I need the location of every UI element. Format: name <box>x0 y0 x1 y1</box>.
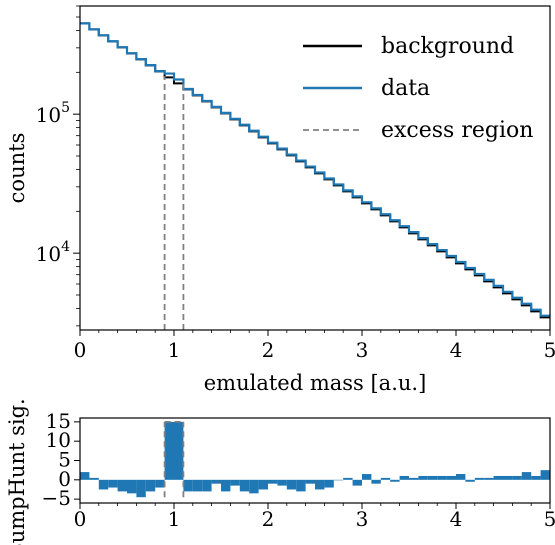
significance-bar <box>418 475 428 480</box>
significance-bar <box>362 474 372 480</box>
legend-label-2: excess region <box>381 118 533 143</box>
significance-bar <box>409 477 419 480</box>
main-x-tick-label: 4 <box>450 338 463 362</box>
significance-bar <box>249 479 259 494</box>
significance-bar <box>380 477 391 480</box>
legend-label-0: background <box>381 34 514 59</box>
significance-bars <box>80 421 550 498</box>
significance-bar <box>333 479 344 481</box>
significance-bar <box>164 421 174 480</box>
significance-bar <box>456 474 466 480</box>
significance-bar <box>145 479 156 492</box>
significance-bar <box>277 479 287 486</box>
main-y-axis-label: counts <box>5 133 29 204</box>
sig-y-axis-label: BumpHunt sig. <box>5 398 29 545</box>
sig-y-tick-label: 10 <box>46 428 71 452</box>
significance-bar <box>155 479 165 488</box>
significance-bar <box>540 470 550 480</box>
main-y-tick-exponent: 4 <box>61 239 70 255</box>
main-x-tick-label: 3 <box>356 338 369 362</box>
main-y-tick-label: 104 <box>36 239 70 266</box>
significance-bar <box>531 475 541 480</box>
significance-bar <box>427 475 438 480</box>
significance-bar <box>446 475 456 480</box>
sig-x-tick-label: 1 <box>168 507 181 531</box>
sig-y-tick-label: 15 <box>46 409 71 433</box>
main-x-tick-label: 1 <box>168 338 181 362</box>
significance-bar <box>192 479 203 492</box>
sig-x-tick-label: 2 <box>262 507 275 531</box>
significance-bar <box>315 479 325 490</box>
significance-bar <box>258 479 268 490</box>
significance-bar <box>268 479 278 484</box>
legend: background data excess region <box>303 34 533 143</box>
significance-bar <box>286 479 297 490</box>
main-x-tick-label: 5 <box>544 338 555 362</box>
significance-bar <box>352 479 362 486</box>
significance-bar <box>127 479 137 494</box>
significance-bar <box>343 477 353 480</box>
significance-bar <box>503 475 513 480</box>
significance-bar <box>230 479 240 486</box>
significance-bar <box>221 479 231 492</box>
main-plot-frame <box>79 5 551 331</box>
significance-bar <box>465 479 475 482</box>
significance-bar <box>296 479 306 492</box>
significance-bar <box>399 475 409 480</box>
main-y-tick-base: 10 <box>36 242 61 266</box>
sig-y-tick-label: 5 <box>58 448 71 472</box>
significance-bar <box>474 477 485 480</box>
significance-bar <box>117 479 127 492</box>
significance-bar <box>183 479 193 492</box>
significance-bar <box>493 475 503 480</box>
significance-bar <box>371 479 381 484</box>
significance-bar <box>484 477 494 480</box>
significance-bar <box>80 472 90 480</box>
main-y-tick-base: 10 <box>36 103 61 127</box>
significance-bar <box>521 472 532 480</box>
significance-bar <box>437 475 447 480</box>
sig-x-tick-label: 4 <box>450 507 463 531</box>
series-data-line <box>80 22 550 317</box>
significance-bar <box>174 421 184 480</box>
main-plot-area <box>80 22 550 319</box>
significance-bar <box>89 477 99 480</box>
significance-bar <box>324 479 334 488</box>
main-x-axis-label: emulated mass [a.u.] <box>204 371 427 395</box>
significance-bar <box>98 479 109 490</box>
significance-bar <box>512 475 522 480</box>
significance-bar <box>239 479 250 492</box>
significance-bar <box>202 479 212 492</box>
main-x-tick-label: 0 <box>74 338 87 362</box>
sig-x-tick-label: 3 <box>356 507 369 531</box>
significance-bar <box>211 479 221 484</box>
sig-y-tick-label: 0 <box>58 467 71 491</box>
sig-y-tick-label: −5 <box>42 486 71 510</box>
main-y-tick-label: 105 <box>36 100 70 127</box>
main-y-tick-exponent: 5 <box>61 100 70 116</box>
significance-bar <box>390 479 400 482</box>
main-x-tick-label: 2 <box>262 338 275 362</box>
sig-x-tick-label: 5 <box>544 507 555 531</box>
legend-label-1: data <box>381 76 430 101</box>
significance-bar <box>108 479 118 488</box>
sig-x-tick-label: 0 <box>74 507 87 531</box>
significance-bar <box>305 479 315 484</box>
significance-bar <box>136 479 146 498</box>
